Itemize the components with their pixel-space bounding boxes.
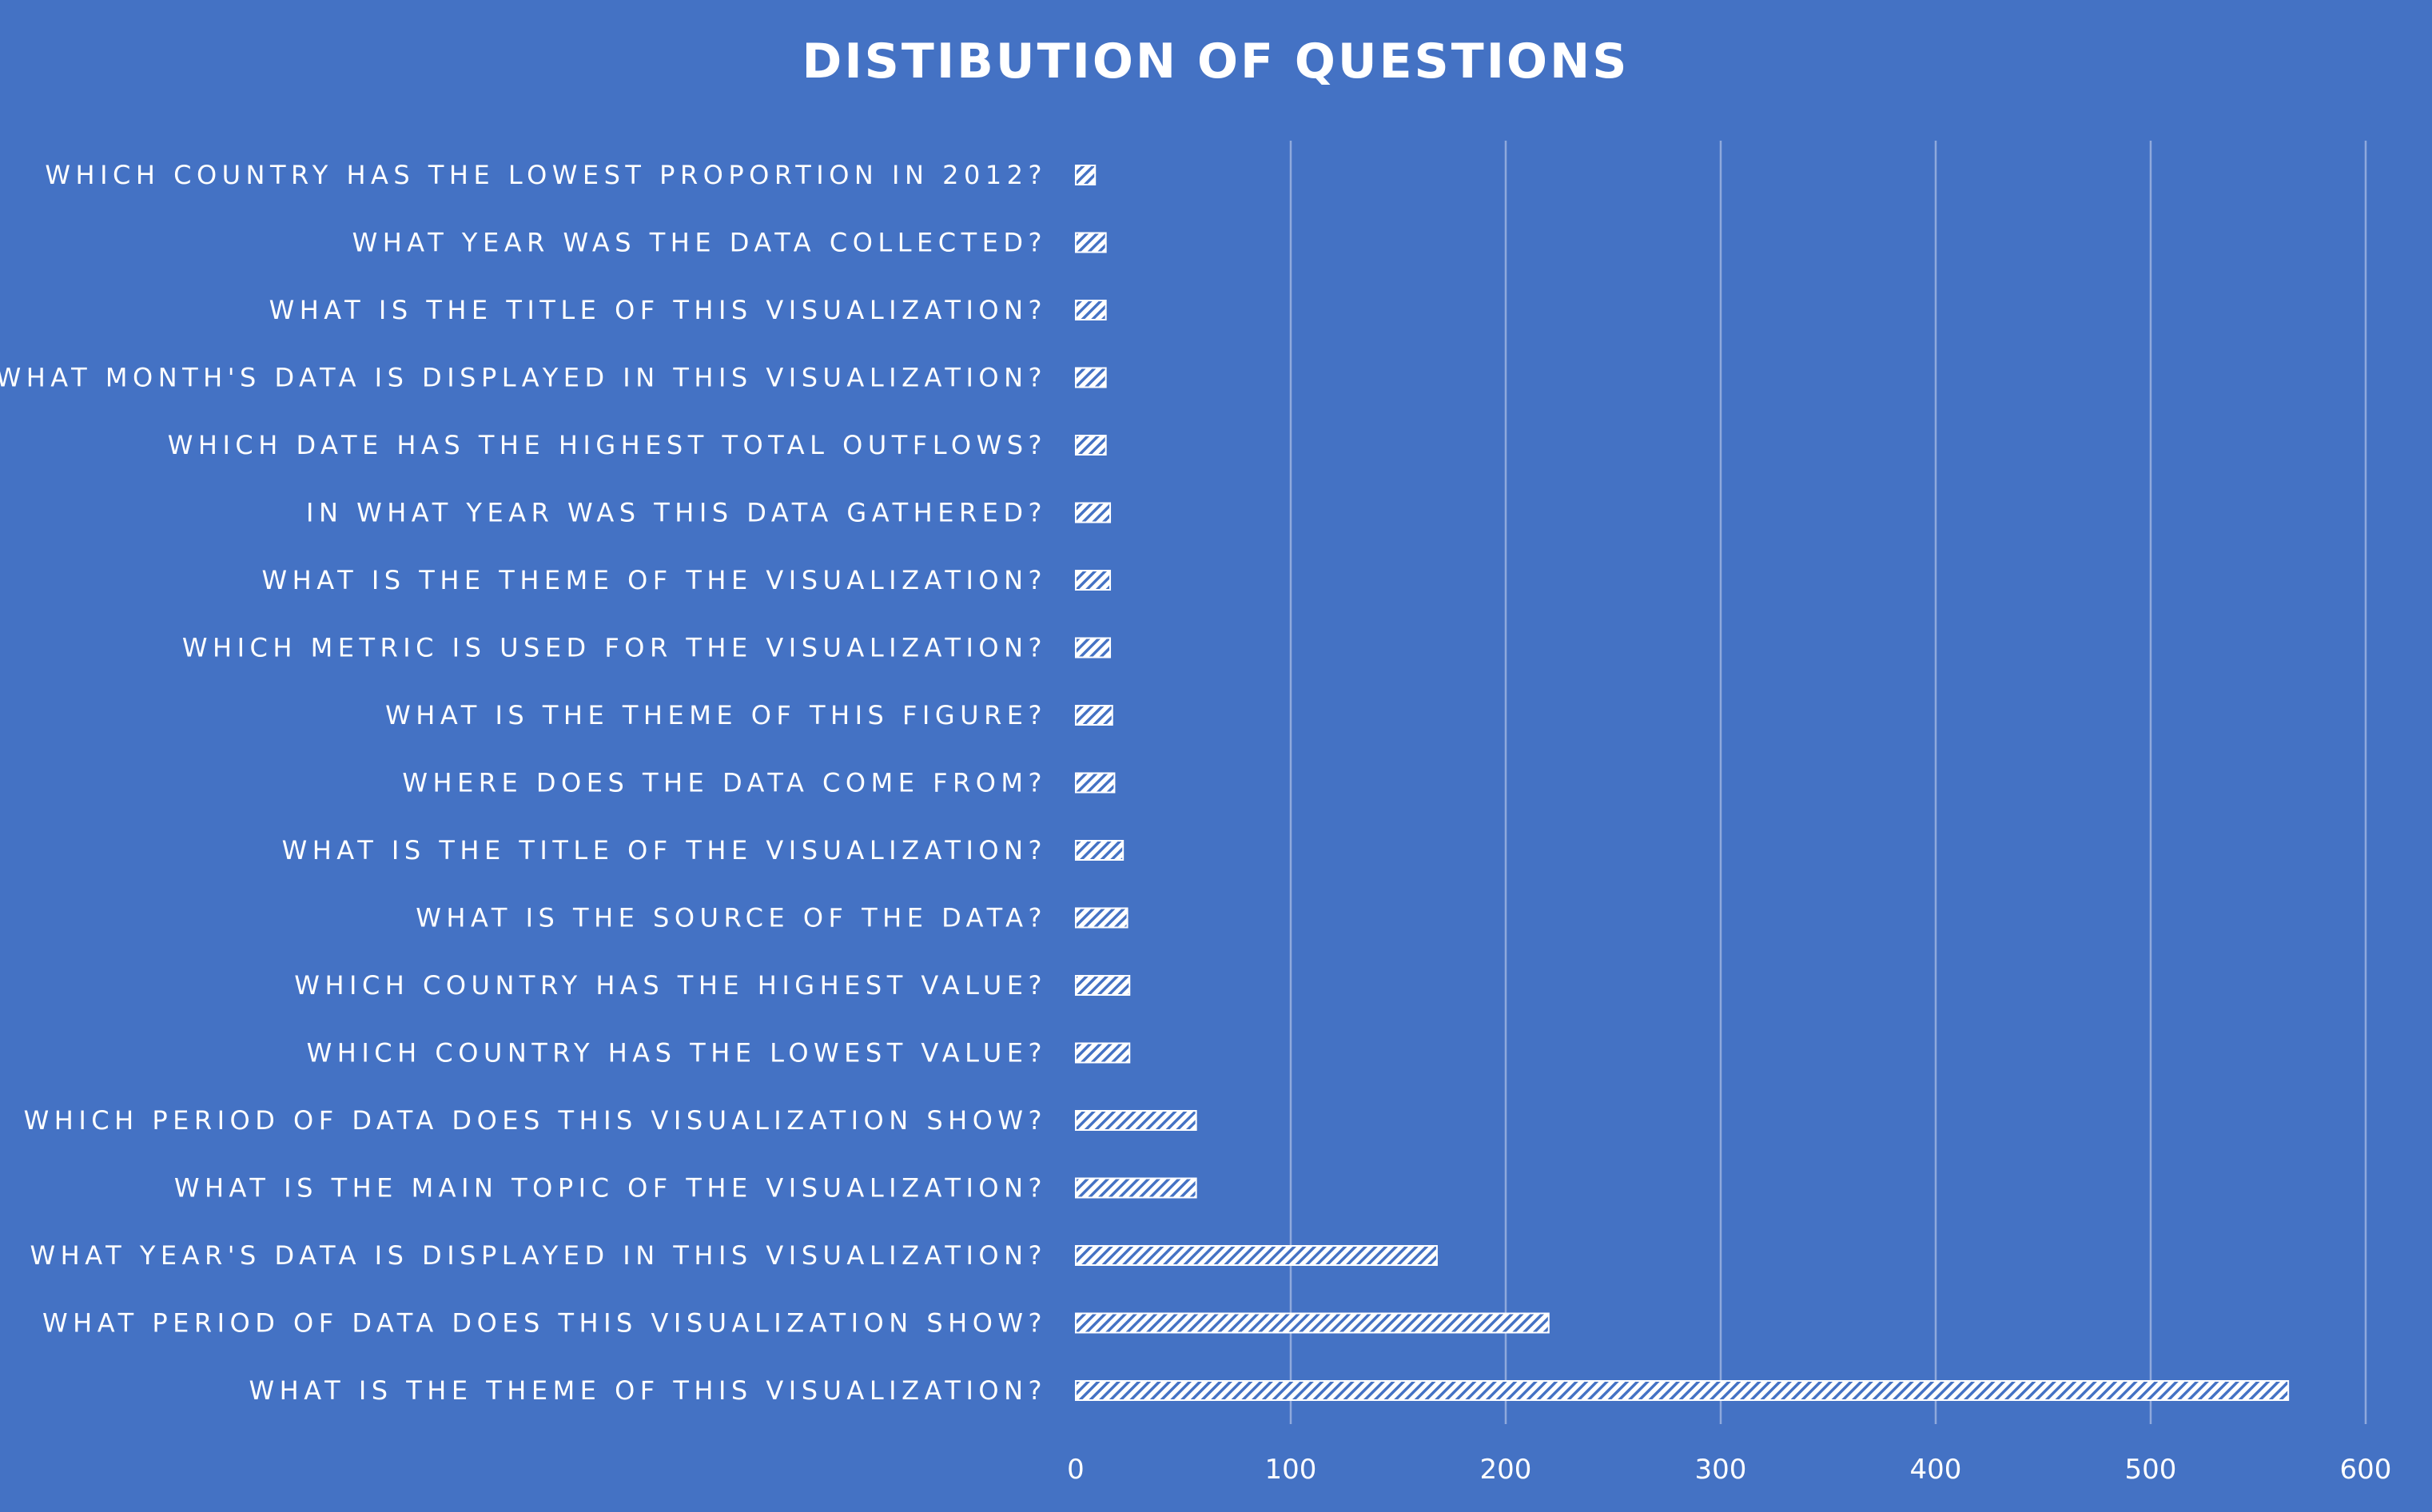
bar — [1075, 637, 1112, 659]
bar — [1075, 1312, 1550, 1334]
category-label: WHICH COUNTRY HAS THE LOWEST PROPORTION … — [45, 160, 1047, 190]
bars — [1075, 165, 2290, 1401]
x-tick-label: 0 — [1067, 1454, 1085, 1486]
bar — [1075, 502, 1112, 523]
category-label: WHICH DATE HAS THE HIGHEST TOTAL OUTFLOW… — [168, 430, 1047, 460]
bar — [1075, 300, 1107, 320]
x-tick-label: 200 — [1480, 1454, 1532, 1486]
category-label: WHAT IS THE MAIN TOPIC OF THE VISUALIZAT… — [174, 1173, 1047, 1204]
bar — [1075, 1110, 1197, 1131]
category-label: WHICH COUNTRY HAS THE LOWEST VALUE? — [307, 1038, 1047, 1068]
bar — [1075, 907, 1128, 929]
bar — [1075, 435, 1107, 456]
category-label: WHAT YEAR'S DATA IS DISPLAYED IN THIS VI… — [30, 1240, 1047, 1271]
bar — [1075, 1177, 1197, 1199]
x-tick-label: 400 — [1910, 1454, 1962, 1486]
bar — [1075, 232, 1107, 253]
category-label: WHICH METRIC IS USED FOR THE VISUALIZATI… — [182, 633, 1047, 663]
category-label: WHERE DOES THE DATA COME FROM? — [402, 768, 1047, 798]
category-label: WHAT MONTH'S DATA IS DISPLAYED IN THIS V… — [0, 363, 1047, 393]
bar — [1075, 772, 1116, 794]
bar — [1075, 570, 1112, 591]
bar — [1075, 1380, 2290, 1401]
bar — [1075, 975, 1131, 996]
bar — [1075, 840, 1124, 861]
bar — [1075, 1042, 1131, 1064]
category-labels: WHICH COUNTRY HAS THE LOWEST PROPORTION … — [0, 160, 1047, 1406]
bar — [1075, 1245, 1438, 1266]
x-tick-label: 500 — [2125, 1454, 2177, 1486]
category-label: WHAT PERIOD OF DATA DOES THIS VISUALIZAT… — [42, 1308, 1047, 1339]
x-tick-label: 300 — [1695, 1454, 1747, 1486]
category-label: WHICH COUNTRY HAS THE HIGHEST VALUE? — [294, 970, 1047, 1001]
x-axis-tick-labels: 0 100 200 300 400 500 600 — [1067, 1454, 2391, 1486]
x-tick-label: 600 — [2340, 1454, 2392, 1486]
chart-title: DISTIBUTION OF QUESTIONS — [802, 34, 1630, 90]
category-label: WHAT IS THE TITLE OF THE VISUALIZATION? — [282, 835, 1047, 865]
category-label: WHAT IS THE THEME OF THE VISUALIZATION? — [262, 565, 1047, 595]
category-label: WHAT IS THE THEME OF THIS FIGURE? — [385, 700, 1047, 730]
category-label: WHAT IS THE SOURCE OF THE DATA? — [416, 903, 1047, 933]
category-label: WHAT YEAR WAS THE DATA COLLECTED? — [352, 228, 1047, 258]
category-label: IN WHAT YEAR WAS THIS DATA GATHERED? — [306, 498, 1047, 528]
category-label: WHAT IS THE THEME OF THIS VISUALIZATION? — [249, 1375, 1047, 1406]
bar — [1075, 165, 1097, 185]
x-tick-label: 100 — [1265, 1454, 1317, 1486]
category-label: WHAT IS THE TITLE OF THIS VISUALIZATION? — [269, 295, 1047, 325]
gridlines — [1289, 141, 2367, 1424]
bar — [1075, 705, 1113, 726]
category-label: WHICH PERIOD OF DATA DOES THIS VISUALIZA… — [24, 1105, 1047, 1136]
bar — [1075, 367, 1107, 388]
